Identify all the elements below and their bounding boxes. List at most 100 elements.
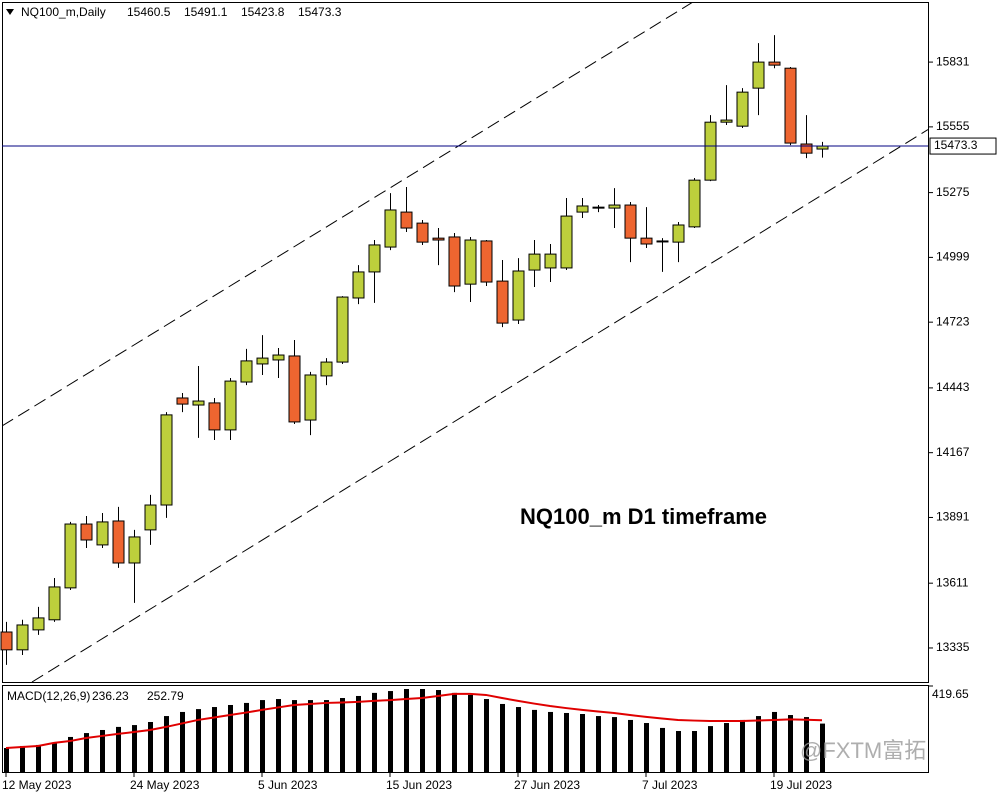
- macd-bar: [484, 699, 489, 772]
- y-tick-label: 13335: [936, 640, 970, 654]
- axes: 15831 15555 15275 14999 14723 14443 14167 13891…: [2, 54, 997, 792]
- candle-body: [304, 374, 317, 421]
- macd-bar: [580, 714, 585, 772]
- macd-bar: [788, 715, 793, 772]
- macd-bar: [724, 723, 729, 772]
- macd-bar: [292, 700, 297, 772]
- watermark: @FXTM富拓: [800, 738, 926, 763]
- y-tick-label: 13891: [936, 510, 970, 524]
- annotation: NQ100_m D1 timeframe: [520, 504, 767, 529]
- macd-bar: [612, 717, 617, 772]
- macd-bar: [596, 716, 601, 772]
- y-tick-label: 14443: [936, 380, 970, 394]
- macd-bar: [196, 709, 201, 772]
- macd-bar: [676, 731, 681, 772]
- ohlc-high: 15491.1: [184, 5, 228, 19]
- x-tick-label: 15 Jun 2023: [386, 778, 452, 792]
- y-tick-label: 13611: [936, 575, 969, 589]
- candle-body: [528, 253, 541, 271]
- macd-bar: [468, 694, 473, 772]
- candle-body: [720, 119, 733, 123]
- macd-bar: [420, 689, 425, 772]
- y-tick-label: 15555: [936, 119, 970, 133]
- channel-upper: [2, 2, 694, 427]
- macd-bar: [692, 731, 697, 772]
- candle-body: [480, 240, 493, 283]
- macd-bar: [228, 704, 233, 772]
- candle-body: [560, 215, 573, 269]
- macd-bar: [36, 744, 41, 772]
- candle-body: [96, 521, 109, 546]
- macd-bar: [516, 707, 521, 772]
- candle-body: [192, 400, 205, 406]
- candle-body: [544, 253, 557, 269]
- candle-body: [144, 504, 157, 531]
- macd-bar: [244, 702, 249, 772]
- candle-body: [368, 244, 381, 273]
- macd-bar: [564, 712, 569, 772]
- candle-body: [800, 143, 813, 154]
- macd-bar: [388, 691, 393, 772]
- x-tick-label: 24 May 2023: [130, 778, 200, 792]
- macd-bar: [644, 723, 649, 772]
- candle-body: [384, 209, 397, 248]
- macd-bar: [148, 721, 153, 772]
- y-tick-label: 14999: [936, 250, 970, 264]
- macd-bar: [436, 690, 441, 772]
- macd-signal-value: 252.79: [147, 689, 184, 703]
- macd-bar: [660, 727, 665, 772]
- candle-body: [416, 222, 429, 243]
- candle-body: [640, 237, 653, 245]
- candle-body: [464, 239, 477, 285]
- collapse-icon[interactable]: [6, 9, 14, 15]
- candle-body: [176, 397, 189, 405]
- candle-body: [224, 380, 237, 431]
- last-price-box: [929, 137, 997, 155]
- candle-body: [736, 91, 749, 127]
- macd-value: 236.23: [92, 689, 129, 703]
- macd-bar: [740, 719, 745, 772]
- macd-bar: [100, 729, 105, 772]
- candle-body: [16, 624, 29, 651]
- x-tick-label: 19 Jul 2023: [770, 778, 832, 792]
- candle-body: [160, 414, 173, 506]
- macd-bar: [68, 736, 73, 772]
- channel-lower: [31, 129, 928, 682]
- macd-bar: [340, 698, 345, 772]
- macd-bar: [52, 742, 57, 772]
- macd-bar: [548, 711, 553, 772]
- macd-bar: [132, 725, 137, 772]
- channel: [2, 2, 928, 682]
- macd-plot: [4, 689, 825, 772]
- y-tick-label: 15275: [936, 185, 970, 199]
- macd-bar: [532, 709, 537, 772]
- y-tick-label: 14723: [936, 314, 970, 328]
- candle-body: [512, 270, 525, 321]
- macd-bar: [276, 699, 281, 772]
- macd-bar: [84, 733, 89, 772]
- candle-body: [272, 354, 285, 361]
- candle-body: [496, 280, 509, 324]
- candle-body: [656, 240, 669, 243]
- macd-panel-frame: [2, 685, 929, 773]
- macd-bar: [820, 723, 825, 772]
- main-plot: [0, 35, 928, 665]
- x-tick-label: 27 Jun 2023: [514, 778, 580, 792]
- macd-bar: [452, 692, 457, 772]
- macd-bar: [500, 703, 505, 772]
- macd-bar: [164, 716, 169, 772]
- candle-body: [352, 271, 365, 299]
- candle-body: [208, 402, 221, 431]
- macd-bar: [212, 707, 217, 772]
- candle-body: [672, 224, 685, 243]
- candle-body: [288, 355, 301, 423]
- macd-title: MACD(12,26,9): [7, 689, 90, 703]
- last-price-label: 15473.3: [934, 138, 978, 152]
- y-tick-label: 14167: [936, 445, 970, 459]
- y-tick-label: 15831: [936, 54, 970, 68]
- candle-body: [576, 205, 589, 213]
- symbol-title: NQ100_m,Daily: [21, 5, 106, 19]
- macd-bar: [404, 689, 409, 772]
- y-tick-label: 419.65: [932, 687, 969, 701]
